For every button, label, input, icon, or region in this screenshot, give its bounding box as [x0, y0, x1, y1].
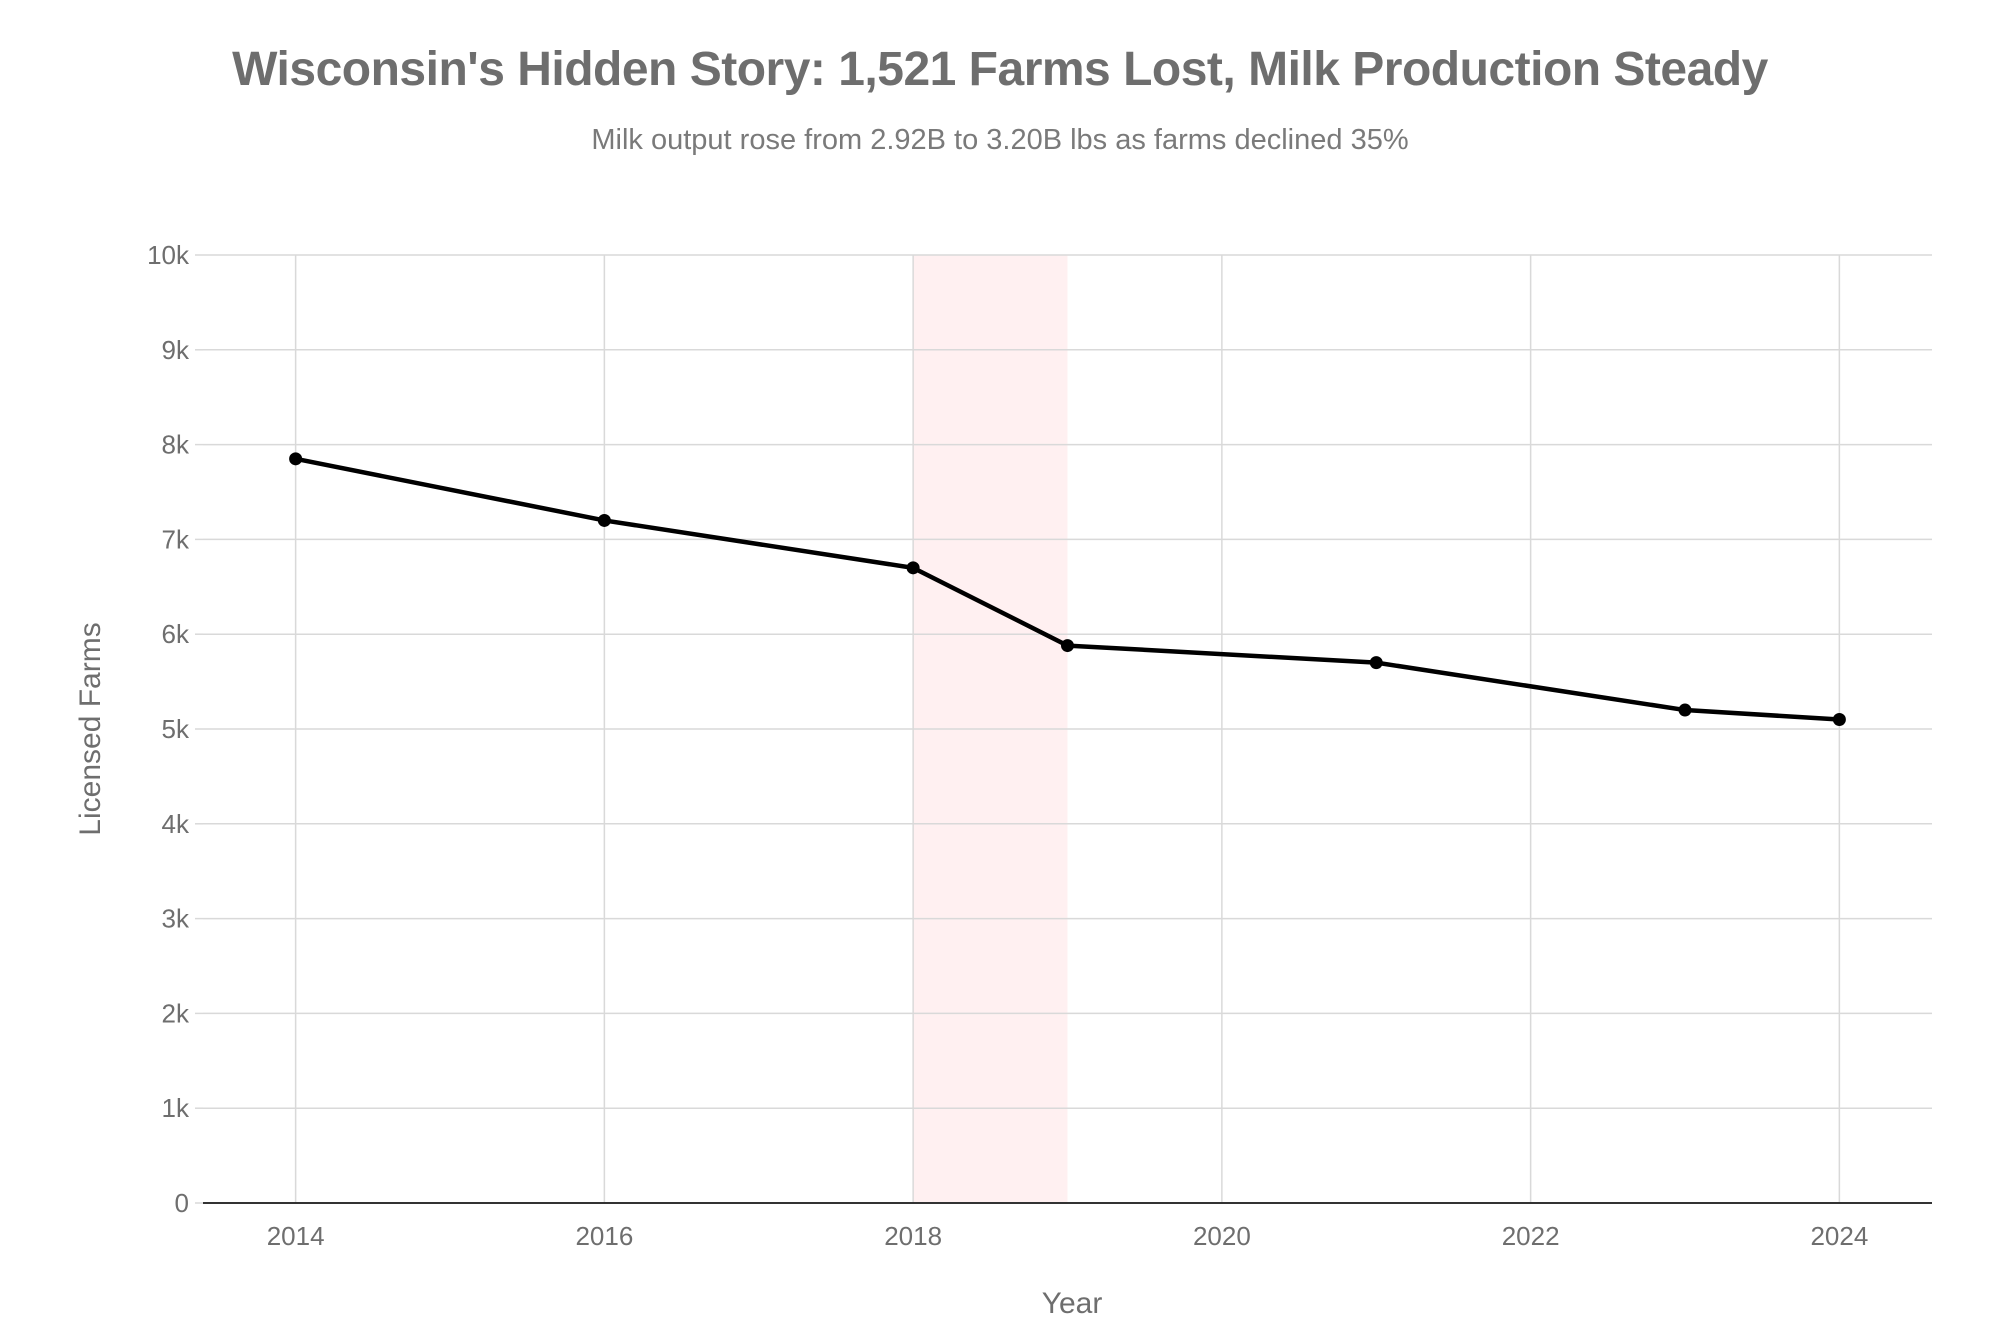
y-tick-label: 1k [162, 1093, 190, 1123]
data-point [597, 513, 611, 527]
grid-layer [195, 254, 1932, 1204]
x-tick-label: 2024 [1810, 1221, 1868, 1251]
y-tick-label: 3k [162, 904, 190, 934]
y-axis-title: Licensed Farms [74, 622, 107, 835]
data-point [1369, 656, 1383, 670]
y-tick-label: 4k [162, 809, 190, 839]
y-tick-label: 7k [162, 524, 190, 554]
y-tick-label: 5k [162, 714, 190, 744]
x-tick-label: 2018 [884, 1221, 942, 1251]
x-tick-label: 2022 [1502, 1221, 1560, 1251]
x-tick-label: 2020 [1193, 1221, 1251, 1251]
tick-label-layer: 0 1k 2k 3k 4k 5k 6k 7k 8k 9k 10k 2014 2016 2018 2020 20… [147, 240, 1868, 1251]
x-axis-title: Year [1042, 1287, 1103, 1320]
x-tick-label: 2014 [267, 1221, 325, 1251]
chart-title: Wisconsin's Hidden Story: 1,521 Farms Lo… [232, 43, 1768, 96]
chart-subtitle: Milk output rose from 2.92B to 3.20B lbs… [591, 124, 1409, 156]
data-point [289, 452, 303, 466]
y-tick-label: 6k [162, 619, 190, 649]
y-tick-label: 2k [162, 998, 190, 1028]
y-tick-label: 8k [162, 430, 190, 460]
y-tick-label: 9k [162, 335, 190, 365]
data-point [1678, 703, 1692, 717]
data-point [1832, 713, 1846, 727]
y-tick-label: 10k [147, 240, 190, 270]
data-point [1061, 639, 1074, 653]
y-tick-label: 0 [175, 1188, 189, 1218]
x-tick-label: 2016 [575, 1221, 633, 1251]
data-point [906, 561, 920, 575]
series-layer [289, 452, 1846, 727]
